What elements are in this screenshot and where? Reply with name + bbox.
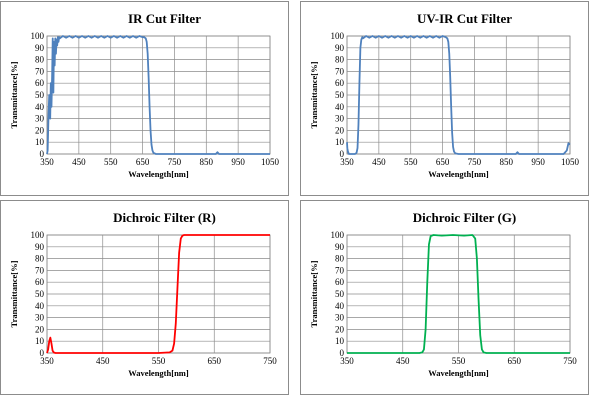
- x-tick-label: 750: [468, 157, 482, 167]
- y-tick-label: 100: [331, 230, 345, 240]
- y-tick-label: 30: [335, 114, 345, 124]
- series-line: [346, 35, 571, 155]
- y-tick-label: 90: [35, 43, 45, 53]
- x-axis-label: Wavelength[nm]: [428, 169, 489, 179]
- chart-ir-cut-filter: 0 10 20 30 40 50 60 70 80 90 100 350 450 550 650 750 850…: [0, 1, 289, 196]
- y-tick-label: 80: [335, 254, 345, 264]
- series-line: [347, 234, 570, 354]
- x-tick-label: 450: [396, 356, 410, 366]
- x-axis-label: Wavelength[nm]: [128, 169, 189, 179]
- chart-dichroic-filter-r: 0 10 20 30 40 50 60 70 80 90 100 350 450 550 650 750 Dic…: [0, 200, 289, 395]
- y-axis-label: Transmittance[%]: [309, 61, 319, 128]
- x-tick-label: 950: [531, 157, 545, 167]
- y-tick-label: 40: [35, 301, 45, 311]
- y-tick-label: 30: [335, 313, 345, 323]
- x-tick-label: 750: [563, 356, 577, 366]
- y-tick-label: 50: [335, 289, 345, 299]
- x-tick-label: 950: [231, 157, 245, 167]
- x-tick-label: 450: [72, 157, 86, 167]
- x-tick-label: 850: [500, 157, 514, 167]
- x-tick-label: 550: [404, 157, 418, 167]
- y-tick-label: 50: [335, 90, 345, 100]
- y-tick-label: 70: [35, 265, 45, 275]
- chart-dichroic-filter-g: 0 10 20 30 40 50 60 70 80 90 100 350 450 550 650 750 Dic…: [300, 200, 589, 395]
- y-tick-label: 0: [340, 348, 345, 358]
- y-tick-label: 10: [335, 137, 345, 147]
- y-axis-label: Transmittance[%]: [9, 61, 19, 128]
- y-tick-label: 90: [335, 43, 345, 53]
- y-tick-label: 90: [335, 242, 345, 252]
- chart-uv-ir-cut-filter: 0 10 20 30 40 50 60 70 80 90 100 350 450 550 650 750 850…: [300, 1, 589, 196]
- y-tick-label: 70: [335, 265, 345, 275]
- y-tick-label: 0: [40, 348, 45, 358]
- y-tick-label: 30: [35, 114, 45, 124]
- y-tick-label: 100: [31, 230, 45, 240]
- y-tick-label: 40: [335, 301, 345, 311]
- y-tick-label: 80: [35, 254, 45, 264]
- y-tick-label: 60: [335, 78, 345, 88]
- y-tick-label: 40: [35, 102, 45, 112]
- x-tick-label: 350: [340, 356, 354, 366]
- x-tick-label: 650: [208, 356, 222, 366]
- y-tick-label: 70: [35, 66, 45, 76]
- x-tick-label: 750: [168, 157, 182, 167]
- chart-title: IR Cut Filter: [128, 11, 201, 26]
- y-tick-label: 100: [31, 31, 45, 41]
- chart-title: Dichroic Filter (R): [113, 210, 216, 225]
- y-tick-label: 40: [335, 102, 345, 112]
- y-tick-label: 0: [340, 149, 345, 159]
- y-tick-label: 50: [35, 289, 45, 299]
- y-tick-label: 10: [35, 137, 45, 147]
- x-tick-label: 350: [340, 157, 354, 167]
- y-tick-label: 10: [335, 336, 345, 346]
- series-line: [46, 35, 270, 155]
- x-tick-label: 550: [104, 157, 118, 167]
- y-tick-label: 10: [35, 336, 45, 346]
- x-tick-label: 450: [372, 157, 386, 167]
- y-tick-label: 20: [335, 125, 345, 135]
- y-tick-label: 50: [35, 90, 45, 100]
- y-tick-label: 0: [40, 149, 45, 159]
- x-tick-label: 650: [136, 157, 150, 167]
- y-tick-label: 80: [35, 55, 45, 65]
- y-axis-label: Transmittance[%]: [309, 260, 319, 327]
- x-axis-label: Wavelength[nm]: [428, 368, 489, 378]
- y-tick-label: 20: [335, 324, 345, 334]
- x-tick-label: 450: [96, 356, 110, 366]
- series-line: [46, 234, 270, 354]
- x-tick-label: 550: [452, 356, 466, 366]
- y-axis-label: Transmittance[%]: [9, 260, 19, 327]
- x-tick-label: 1050: [261, 157, 280, 167]
- y-tick-label: 70: [335, 66, 345, 76]
- chart-title: UV-IR Cut Filter: [417, 11, 512, 26]
- y-tick-label: 60: [35, 277, 45, 287]
- x-tick-label: 550: [152, 356, 166, 366]
- y-tick-label: 60: [335, 277, 345, 287]
- x-tick-label: 650: [436, 157, 450, 167]
- y-tick-label: 20: [35, 125, 45, 135]
- x-tick-label: 850: [200, 157, 214, 167]
- y-tick-label: 60: [35, 78, 45, 88]
- x-tick-label: 750: [263, 356, 277, 366]
- chart-title: Dichroic Filter (G): [413, 210, 517, 225]
- x-tick-label: 1050: [561, 157, 580, 167]
- y-tick-label: 20: [35, 324, 45, 334]
- x-tick-label: 350: [40, 157, 54, 167]
- y-tick-label: 30: [35, 313, 45, 323]
- x-tick-label: 350: [40, 356, 54, 366]
- x-axis-label: Wavelength[nm]: [128, 368, 189, 378]
- y-tick-label: 80: [335, 55, 345, 65]
- y-tick-label: 90: [35, 242, 45, 252]
- x-tick-label: 650: [508, 356, 522, 366]
- y-tick-label: 100: [331, 31, 345, 41]
